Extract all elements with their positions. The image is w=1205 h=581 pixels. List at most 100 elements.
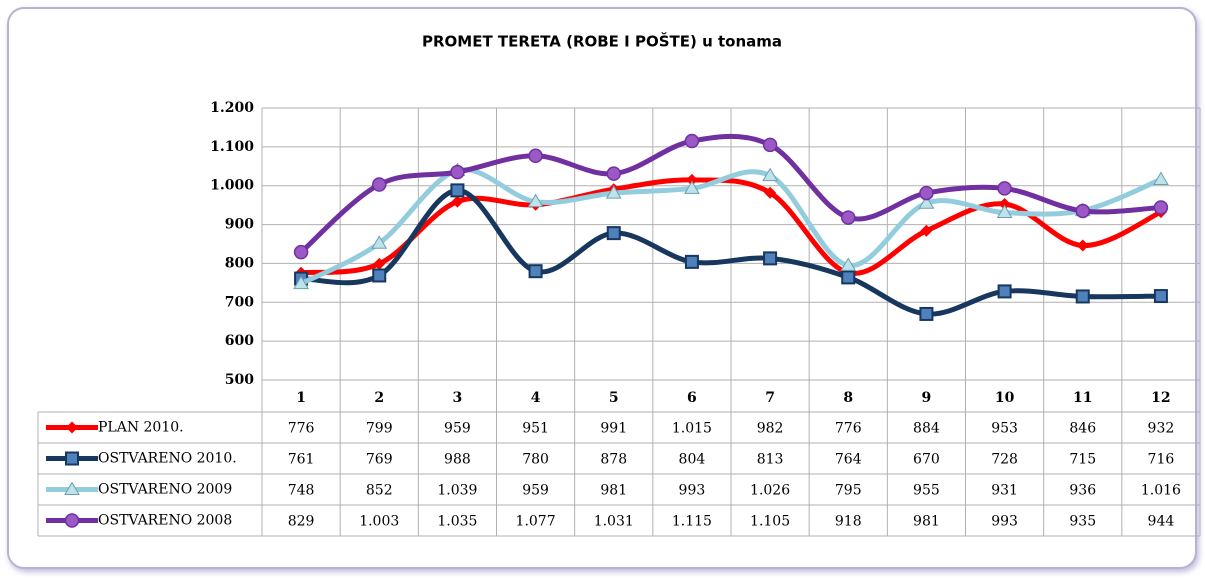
marker [528,148,543,164]
marker [841,270,856,285]
marker [998,197,1011,210]
table-value: 795 [835,483,862,499]
legend-label: OSTVARENO 2010. [98,451,237,467]
marker [996,204,1013,219]
marker [764,186,777,199]
table-value: 981 [913,514,940,530]
table-value: 878 [600,452,627,468]
x-tick-label: 9 [922,390,932,406]
table-value: 993 [679,483,706,499]
marker [684,180,700,194]
table-value: 955 [913,483,940,499]
x-tick-label: 5 [609,390,619,406]
marker [450,164,465,180]
marker [373,257,386,270]
table-value: 1.077 [516,514,556,530]
x-tick-label: 3 [453,390,463,406]
marker [997,181,1012,196]
legend-marker [64,513,80,528]
table-value: 932 [1148,421,1175,437]
table-value: 884 [913,421,940,437]
table-value: 769 [366,452,393,468]
marker [527,193,544,208]
table-value: 748 [288,483,315,499]
y-tick-label: 1.200 [210,100,254,116]
marker [763,251,778,266]
series-line [298,177,1164,276]
table-value: 988 [444,452,471,468]
table-value: 829 [288,514,315,530]
table-value: 852 [366,483,393,499]
x-tick-label: 12 [1151,390,1170,406]
table-value: 935 [1069,514,1096,530]
marker [450,183,465,198]
table-value: 1.031 [594,514,634,530]
table-value: 981 [600,483,627,499]
y-tick-label: 1.000 [210,178,254,194]
table-value: 991 [600,421,627,437]
marker [1153,171,1169,185]
marker [840,257,857,271]
legend-marker [65,451,79,466]
table-value: 776 [288,421,315,437]
legend-label: OSTVARENO 2008 [98,513,232,529]
table-value: 799 [366,421,393,437]
marker [1153,289,1168,304]
marker [293,244,309,260]
table-value: 780 [522,452,549,468]
marker [1076,239,1089,252]
table-value: 931 [991,483,1018,499]
table-value: 959 [522,483,549,499]
table-value: 813 [757,452,784,468]
table-value: 846 [1069,421,1096,437]
marker [920,224,933,237]
table-value: 1.105 [750,514,790,530]
table-value: 1.015 [672,421,712,437]
table-value: 1.026 [750,483,790,499]
marker [605,185,622,199]
table-value: 1.003 [359,514,399,530]
legend-label: OSTVARENO 2009 [98,482,232,498]
x-tick-label: 10 [995,390,1015,406]
marker [841,210,856,225]
marker [293,275,309,290]
table-value: 670 [913,452,940,468]
marker [372,268,387,283]
marker [1153,200,1169,215]
frame [7,7,1197,569]
table-value: 993 [991,514,1018,530]
marker [606,166,621,181]
x-tick-label: 6 [687,390,697,406]
table-value: 1.115 [672,514,712,530]
marker [1075,203,1090,219]
table-value: 716 [1148,452,1175,468]
marker [451,195,464,208]
table-value: 764 [835,452,862,468]
y-tick-label: 1.100 [210,139,254,155]
marker [606,226,621,241]
x-tick-label: 4 [531,390,541,406]
marker [1075,289,1090,304]
table-value: 936 [1069,483,1096,499]
marker [684,254,699,269]
y-tick-label: 800 [225,255,254,271]
marker [684,133,700,149]
y-tick-label: 700 [225,294,254,310]
table-value: 761 [288,452,315,468]
table-value: 1.016 [1141,483,1181,499]
y-tick-label: 500 [225,372,254,388]
y-tick-label: 900 [225,217,254,233]
table-value: 1.035 [437,514,477,530]
table-value: 715 [1069,452,1096,468]
marker [371,235,388,249]
marker [997,284,1012,299]
marker [919,185,934,201]
table-value: 776 [835,421,862,437]
x-tick-label: 8 [843,390,853,406]
legend-marker [66,421,78,434]
legend-marker [64,481,80,495]
marker [762,137,778,153]
marker [528,264,543,279]
x-tick-label: 2 [374,390,384,406]
